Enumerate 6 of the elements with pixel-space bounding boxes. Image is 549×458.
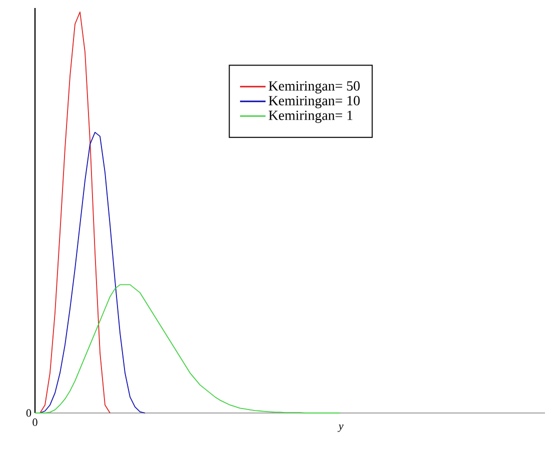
x-axis-title: y: [338, 424, 344, 432]
legend-label: Kemiringan= 1: [268, 110, 352, 123]
legend-label: Kemiringan= 10: [268, 96, 360, 108]
text: 0: [32, 418, 38, 426]
legend-label: Kemiringan= 50: [268, 81, 360, 94]
text: 0: [26, 409, 32, 417]
